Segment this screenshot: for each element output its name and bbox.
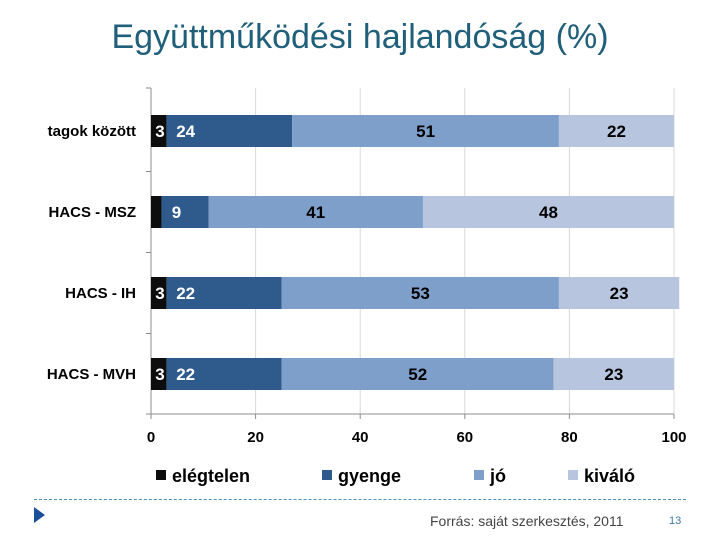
bar-jó bbox=[292, 115, 559, 147]
value-label: 23 bbox=[610, 284, 629, 303]
category-label: tagok között bbox=[48, 123, 136, 140]
legend-label: elégtelen bbox=[172, 466, 250, 486]
page-title: Együttműködési hajlandóság (%) bbox=[111, 18, 609, 56]
bar-segment: 3 bbox=[151, 358, 167, 390]
value-label: 22 bbox=[176, 365, 195, 384]
bar-segment: 3 bbox=[151, 277, 167, 309]
value-label: 23 bbox=[604, 365, 623, 384]
bar-gyenge bbox=[166, 358, 282, 390]
stacked-bar-chart: 324512229414832253233225223 tagok között… bbox=[47, 87, 687, 486]
bar-segment: 41 bbox=[208, 196, 423, 228]
legend-swatch bbox=[322, 470, 332, 480]
value-label: 41 bbox=[306, 203, 325, 222]
play-icon bbox=[34, 507, 45, 523]
bar-segment: 53 bbox=[281, 277, 559, 309]
bar-elégtelen bbox=[151, 196, 162, 228]
bar-jó bbox=[281, 277, 559, 309]
value-label: 22 bbox=[607, 122, 626, 141]
legend-label: jó bbox=[489, 466, 506, 486]
bar-gyenge bbox=[166, 277, 282, 309]
legend-label: gyenge bbox=[338, 466, 401, 486]
legend-swatch bbox=[474, 470, 484, 480]
x-tick-label: 100 bbox=[661, 429, 686, 446]
value-label: 22 bbox=[176, 284, 195, 303]
bar-kiváló bbox=[558, 277, 680, 309]
bar-elégtelen bbox=[151, 277, 167, 309]
bar-segment: 23 bbox=[558, 277, 680, 309]
legend: elégtelen gyenge jó kiváló bbox=[156, 466, 635, 486]
bar-segment: 22 bbox=[166, 277, 282, 309]
x-tick-label: 80 bbox=[561, 429, 578, 446]
footer-divider bbox=[34, 499, 686, 500]
legend-item: kiváló bbox=[568, 466, 635, 486]
bar-segment: 24 bbox=[166, 115, 293, 147]
bar-elégtelen bbox=[151, 115, 167, 147]
value-label: 3 bbox=[155, 284, 164, 303]
bar-segment: 51 bbox=[292, 115, 559, 147]
category-labels: tagok között HACS - MSZ HACS - IH HACS - MV… bbox=[47, 123, 136, 383]
value-label: 52 bbox=[408, 365, 427, 384]
category-label: HACS - MVH bbox=[47, 366, 136, 383]
value-label: 48 bbox=[539, 203, 558, 222]
bar-segment: 22 bbox=[166, 358, 282, 390]
x-tick-label: 60 bbox=[456, 429, 473, 446]
bar-jó bbox=[208, 196, 423, 228]
source-note: Forrás: saját szerkesztés, 2011 bbox=[430, 513, 624, 529]
x-tick-label: 0 bbox=[147, 429, 155, 446]
page-number: 13 bbox=[669, 515, 682, 527]
x-tick-label: 40 bbox=[352, 429, 369, 446]
legend-swatch bbox=[568, 470, 578, 480]
value-label: 3 bbox=[155, 122, 164, 141]
legend-swatch bbox=[156, 470, 166, 480]
legend-item: jó bbox=[474, 466, 506, 486]
bar-segment: 3 bbox=[151, 115, 167, 147]
bar-kiváló bbox=[553, 358, 674, 390]
bar-segment: 22 bbox=[558, 115, 674, 147]
legend-label: kiváló bbox=[584, 466, 635, 486]
category-label: HACS - MSZ bbox=[49, 204, 137, 221]
value-label: 53 bbox=[411, 284, 430, 303]
bar-kiváló bbox=[558, 115, 674, 147]
bar-kiváló bbox=[422, 196, 674, 228]
x-tick-label: 20 bbox=[247, 429, 264, 446]
value-label: 51 bbox=[416, 122, 435, 141]
value-label: 3 bbox=[155, 365, 164, 384]
tick-labels: 0 20 40 60 80 100 bbox=[147, 429, 687, 446]
legend-item: gyenge bbox=[322, 466, 401, 486]
bar-segment: 9 bbox=[161, 196, 209, 228]
bar-elégtelen bbox=[151, 358, 167, 390]
bar-segment: 23 bbox=[553, 358, 674, 390]
bar-layer: 324512229414832253233225223 bbox=[151, 115, 680, 390]
bar-segment: 52 bbox=[281, 358, 554, 390]
bar-gyenge bbox=[166, 115, 293, 147]
bar-segment: 48 bbox=[422, 196, 674, 228]
legend-item: elégtelen bbox=[156, 466, 250, 486]
value-label: 24 bbox=[176, 122, 195, 141]
value-label: 9 bbox=[172, 203, 181, 222]
category-label: HACS - IH bbox=[65, 285, 136, 302]
bar-gyenge bbox=[161, 196, 209, 228]
bar-jó bbox=[281, 358, 554, 390]
